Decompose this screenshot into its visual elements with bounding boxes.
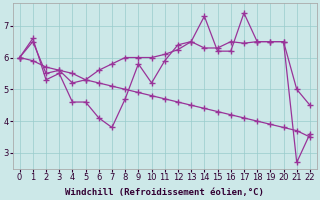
X-axis label: Windchill (Refroidissement éolien,°C): Windchill (Refroidissement éolien,°C) <box>65 188 264 197</box>
